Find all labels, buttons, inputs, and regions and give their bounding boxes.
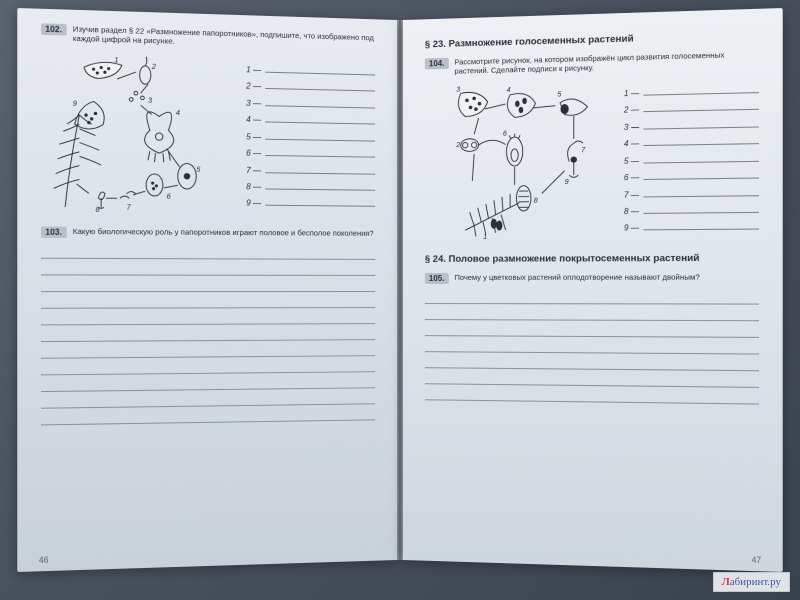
svg-text:8: 8 xyxy=(95,206,99,213)
list-item: 8 — xyxy=(246,181,375,193)
label-num: 8 — xyxy=(624,207,639,216)
task-104-head: 104. Рассмотрите рисунок, на котором изо… xyxy=(425,49,759,77)
label-num: 7 — xyxy=(246,165,261,174)
figure-block-104: 3 4 5 2 6 7 8 1 9 1 — 2 — 3 — 4 — 5 — 6 — 7 … xyxy=(425,75,759,243)
watermark-logo: Л xyxy=(722,576,730,588)
svg-text:1: 1 xyxy=(483,234,487,241)
svg-text:3: 3 xyxy=(148,97,152,104)
list-item: 5 — xyxy=(246,131,375,143)
svg-text:1: 1 xyxy=(114,57,118,64)
task-number: 102. xyxy=(41,23,66,35)
watermark: Лабиринт.ру xyxy=(713,572,790,592)
list-item: 9 — xyxy=(624,222,759,233)
answer-lines-105 xyxy=(425,290,759,405)
page-number-left: 46 xyxy=(39,555,49,565)
list-item: 3 — xyxy=(246,98,375,111)
figure-block-102: 1 2 3 4 5 6 7 8 9 1 — 2 — 3 — 4 — 5 — 6 — 7 … xyxy=(41,49,375,218)
label-num: 5 — xyxy=(246,132,261,141)
svg-text:9: 9 xyxy=(73,100,77,107)
list-item: 1 — xyxy=(624,85,759,98)
label-num: 1 — xyxy=(246,65,261,75)
label-num: 7 — xyxy=(624,190,639,199)
task-text: Рассмотрите рисунок, на котором изображё… xyxy=(454,49,759,76)
svg-text:4: 4 xyxy=(176,110,180,117)
list-item: 4 — xyxy=(246,114,375,127)
svg-text:8: 8 xyxy=(534,197,538,204)
label-num: 9 — xyxy=(624,224,639,233)
task-105-head: 105. Почему у цветковых растений оплодот… xyxy=(425,272,759,284)
list-item: 8 — xyxy=(624,205,759,217)
svg-text:7: 7 xyxy=(127,204,132,211)
svg-text:5: 5 xyxy=(196,166,200,173)
task-text: Почему у цветковых растений оплодотворен… xyxy=(454,272,699,282)
page-right: § 23. Размножение голосеменных растений … xyxy=(403,8,783,572)
svg-text:6: 6 xyxy=(167,193,171,200)
label-lines-102: 1 — 2 — 3 — 4 — 5 — 6 — 7 — 8 — 9 — xyxy=(246,55,375,219)
list-item: 2 — xyxy=(246,81,375,94)
page-number-right: 47 xyxy=(752,555,762,565)
list-item: 9 — xyxy=(246,198,375,209)
label-num: 3 — xyxy=(624,122,639,132)
svg-text:9: 9 xyxy=(565,179,569,186)
list-item: 1 — xyxy=(246,64,375,77)
task-102-head: 102. Изучив раздел § 22 «Размножение пап… xyxy=(41,23,375,52)
label-num: 9 — xyxy=(246,199,261,208)
list-item: 5 — xyxy=(624,153,759,165)
page-left: 102. Изучив раздел § 22 «Размножение пап… xyxy=(17,8,397,572)
label-num: 2 — xyxy=(624,105,639,115)
svg-text:6: 6 xyxy=(503,130,507,137)
label-num: 5 — xyxy=(624,156,639,165)
workbook-spread: 102. Изучив раздел § 22 «Размножение пап… xyxy=(30,20,770,560)
svg-text:5: 5 xyxy=(557,91,561,98)
label-num: 8 — xyxy=(246,182,261,191)
watermark-text: абиринт.ру xyxy=(730,576,781,588)
label-num: 2 — xyxy=(246,82,261,92)
list-item: 2 — xyxy=(624,102,759,115)
task-text: Изучив раздел § 22 «Размножение папоротн… xyxy=(73,24,375,52)
svg-text:4: 4 xyxy=(506,87,510,94)
list-item: 6 — xyxy=(624,170,759,182)
label-lines-104: 1 — 2 — 3 — 4 — 5 — 6 — 7 — 8 — 9 — xyxy=(624,75,759,242)
label-num: 6 — xyxy=(624,173,639,182)
task-103-head: 103. Какую биологическую роль у папоротн… xyxy=(41,226,375,239)
section-23-title: § 23. Размножение голосеменных растений xyxy=(425,30,759,51)
list-item: 7 — xyxy=(624,187,759,199)
gymnosperm-cycle-figure: 3 4 5 2 6 7 8 1 9 xyxy=(425,79,616,244)
label-num: 1 — xyxy=(624,89,639,99)
label-num: 4 — xyxy=(624,139,639,148)
task-text: Какую биологическую роль у папоротников … xyxy=(73,226,374,238)
svg-text:2: 2 xyxy=(151,63,156,70)
label-num: 4 — xyxy=(246,115,261,124)
label-num: 6 — xyxy=(246,149,261,158)
svg-text:3: 3 xyxy=(456,86,460,93)
task-number: 104. xyxy=(425,58,449,70)
task-number: 105. xyxy=(425,273,449,284)
list-item: 4 — xyxy=(624,136,759,149)
task-number: 103. xyxy=(41,226,66,238)
svg-text:2: 2 xyxy=(455,142,460,149)
label-num: 3 — xyxy=(246,99,261,108)
list-item: 6 — xyxy=(246,148,375,160)
fern-cycle-figure: 1 2 3 4 5 6 7 8 9 xyxy=(41,49,238,217)
svg-text:7: 7 xyxy=(581,147,586,154)
list-item: 3 — xyxy=(624,119,759,132)
list-item: 7 — xyxy=(246,164,375,176)
answer-lines-103 xyxy=(41,244,375,425)
section-24-title: § 24. Половое размножение покрытосеменны… xyxy=(425,252,759,264)
